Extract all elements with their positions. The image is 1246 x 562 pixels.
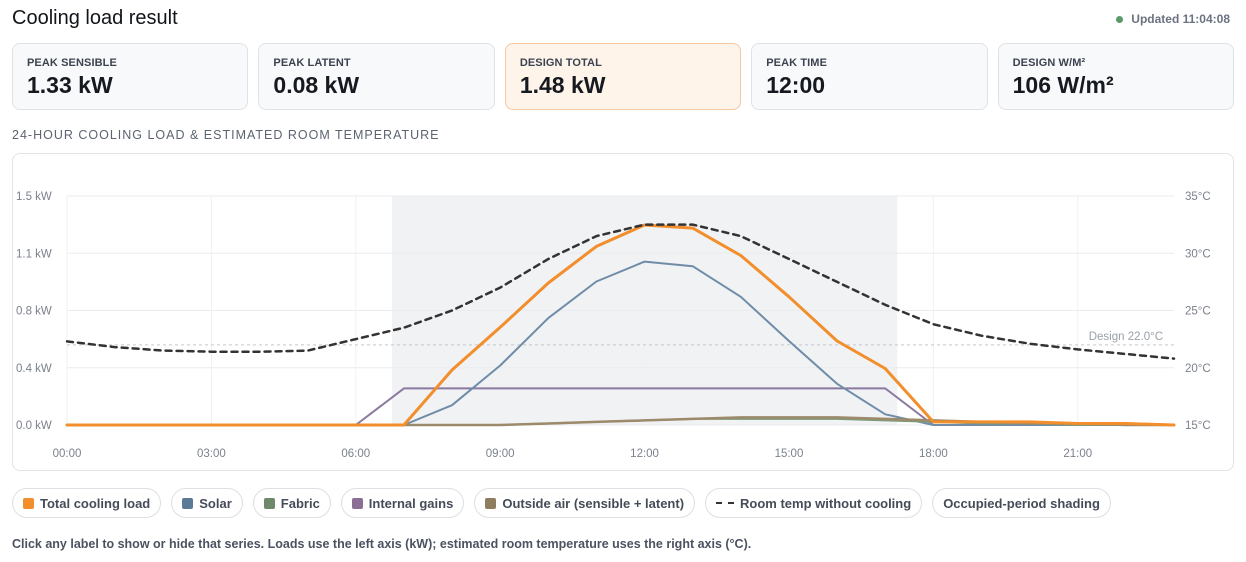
y-right-tick-label: 35°C: [1185, 191, 1211, 203]
legend-swatch-icon: [263, 497, 275, 509]
status-dot-icon: [1116, 15, 1124, 23]
design-temperature-label: Design 22.0°C: [1089, 331, 1163, 343]
card-value: 0.08 kW: [273, 72, 360, 98]
series-line-room-temp-without-cooling: [65, 223, 1176, 360]
y-left-tick-label: 0.4 kW: [16, 363, 52, 375]
y-left-tick-label: 0.0 kW: [16, 420, 52, 432]
card-value: 106 W/m²: [1012, 72, 1114, 98]
y-left-tick-label: 1.5 kW: [16, 191, 52, 203]
x-tick-label: 15:00: [775, 448, 804, 460]
x-tick-label: 06:00: [341, 448, 370, 460]
x-tick-label: 03:00: [197, 448, 226, 460]
y-right-tick-label: 20°C: [1185, 363, 1211, 375]
legend-label: Internal gains: [368, 495, 454, 511]
chart-container: 0.0 kW 0.4 kW 0.8 kW 1.1 kW 1.5 kW 15°C 20°C 25…: [12, 153, 1234, 471]
summary-cards: PEAK SENSIBLE 1.33 kW PEAK LATENT 0.08 k…: [12, 43, 1235, 110]
legend-label: Outside air (sensible + latent): [502, 495, 685, 511]
card-label: PEAK LATENT: [273, 57, 351, 69]
x-tick-label: 12:00: [630, 448, 659, 460]
legend-dash-icon: [716, 502, 735, 504]
updated-text: Updated 11:04:08: [1131, 12, 1230, 26]
card-value: 12:00: [766, 72, 826, 98]
legend-label: Occupied-period shading: [943, 495, 1100, 511]
series-line-total-cooling-load: [65, 223, 1176, 427]
updated-status: Updated 11:04:08: [1116, 12, 1230, 26]
y-right-tick-label: 25°C: [1185, 306, 1211, 318]
legend-solar[interactable]: Solar: [171, 488, 243, 518]
legend-fabric[interactable]: Fabric: [252, 488, 331, 518]
chart-legend: Total cooling load Solar Fabric Internal…: [12, 488, 1111, 518]
card-peak-time: PEAK TIME 12:00: [751, 43, 988, 110]
legend-swatch-icon: [485, 497, 497, 509]
card-label: PEAK SENSIBLE: [27, 57, 117, 69]
card-peak-latent: PEAK LATENT 0.08 kW: [258, 43, 495, 110]
legend-outside-air[interactable]: Outside air (sensible + latent): [474, 488, 696, 518]
legend-swatch-icon: [351, 497, 363, 509]
chart-section-title: 24-HOUR COOLING LOAD & ESTIMATED ROOM TE…: [12, 128, 440, 142]
card-label: DESIGN TOTAL: [519, 57, 602, 69]
y-right-tick-label: 15°C: [1185, 420, 1211, 432]
legend-label: Total cooling load: [40, 495, 151, 511]
legend-internal-gains[interactable]: Internal gains: [340, 488, 465, 518]
cooling-load-chart: 0.0 kW 0.4 kW 0.8 kW 1.1 kW 1.5 kW 15°C 20°C 25…: [16, 191, 1211, 460]
legend-occupied-shading[interactable]: Occupied-period shading: [932, 488, 1111, 518]
x-tick-label: 21:00: [1063, 448, 1092, 460]
card-value: 1.33 kW: [27, 72, 113, 98]
card-value: 1.48 kW: [519, 72, 606, 98]
legend-label: Fabric: [280, 495, 320, 511]
card-design-wm2: DESIGN W/M² 106 W/m²: [997, 43, 1235, 110]
legend-total-cooling-load[interactable]: Total cooling load: [12, 488, 162, 518]
x-tick-label: 00:00: [53, 448, 82, 460]
y-left-tick-label: 1.1 kW: [16, 248, 52, 260]
x-tick-label: 09:00: [486, 448, 515, 460]
y-left-tick-label: 0.8 kW: [16, 306, 52, 318]
card-label: DESIGN W/M²: [1012, 57, 1086, 69]
card-peak-sensible: PEAK SENSIBLE 1.33 kW: [12, 43, 249, 110]
legend-swatch-icon: [182, 497, 194, 509]
page-title: Cooling load result: [12, 7, 178, 29]
legend-swatch-icon: [23, 497, 34, 509]
card-label: PEAK TIME: [766, 57, 828, 69]
card-design-total: DESIGN TOTAL 1.48 kW: [504, 43, 742, 110]
chart-footnote: Click any label to show or hide that ser…: [12, 537, 752, 551]
legend-label: Room temp without cooling: [740, 495, 912, 511]
legend-room-temp[interactable]: Room temp without cooling: [705, 488, 923, 518]
y-right-tick-label: 30°C: [1185, 248, 1211, 260]
x-tick-label: 18:00: [919, 448, 948, 460]
legend-label: Solar: [199, 495, 232, 511]
